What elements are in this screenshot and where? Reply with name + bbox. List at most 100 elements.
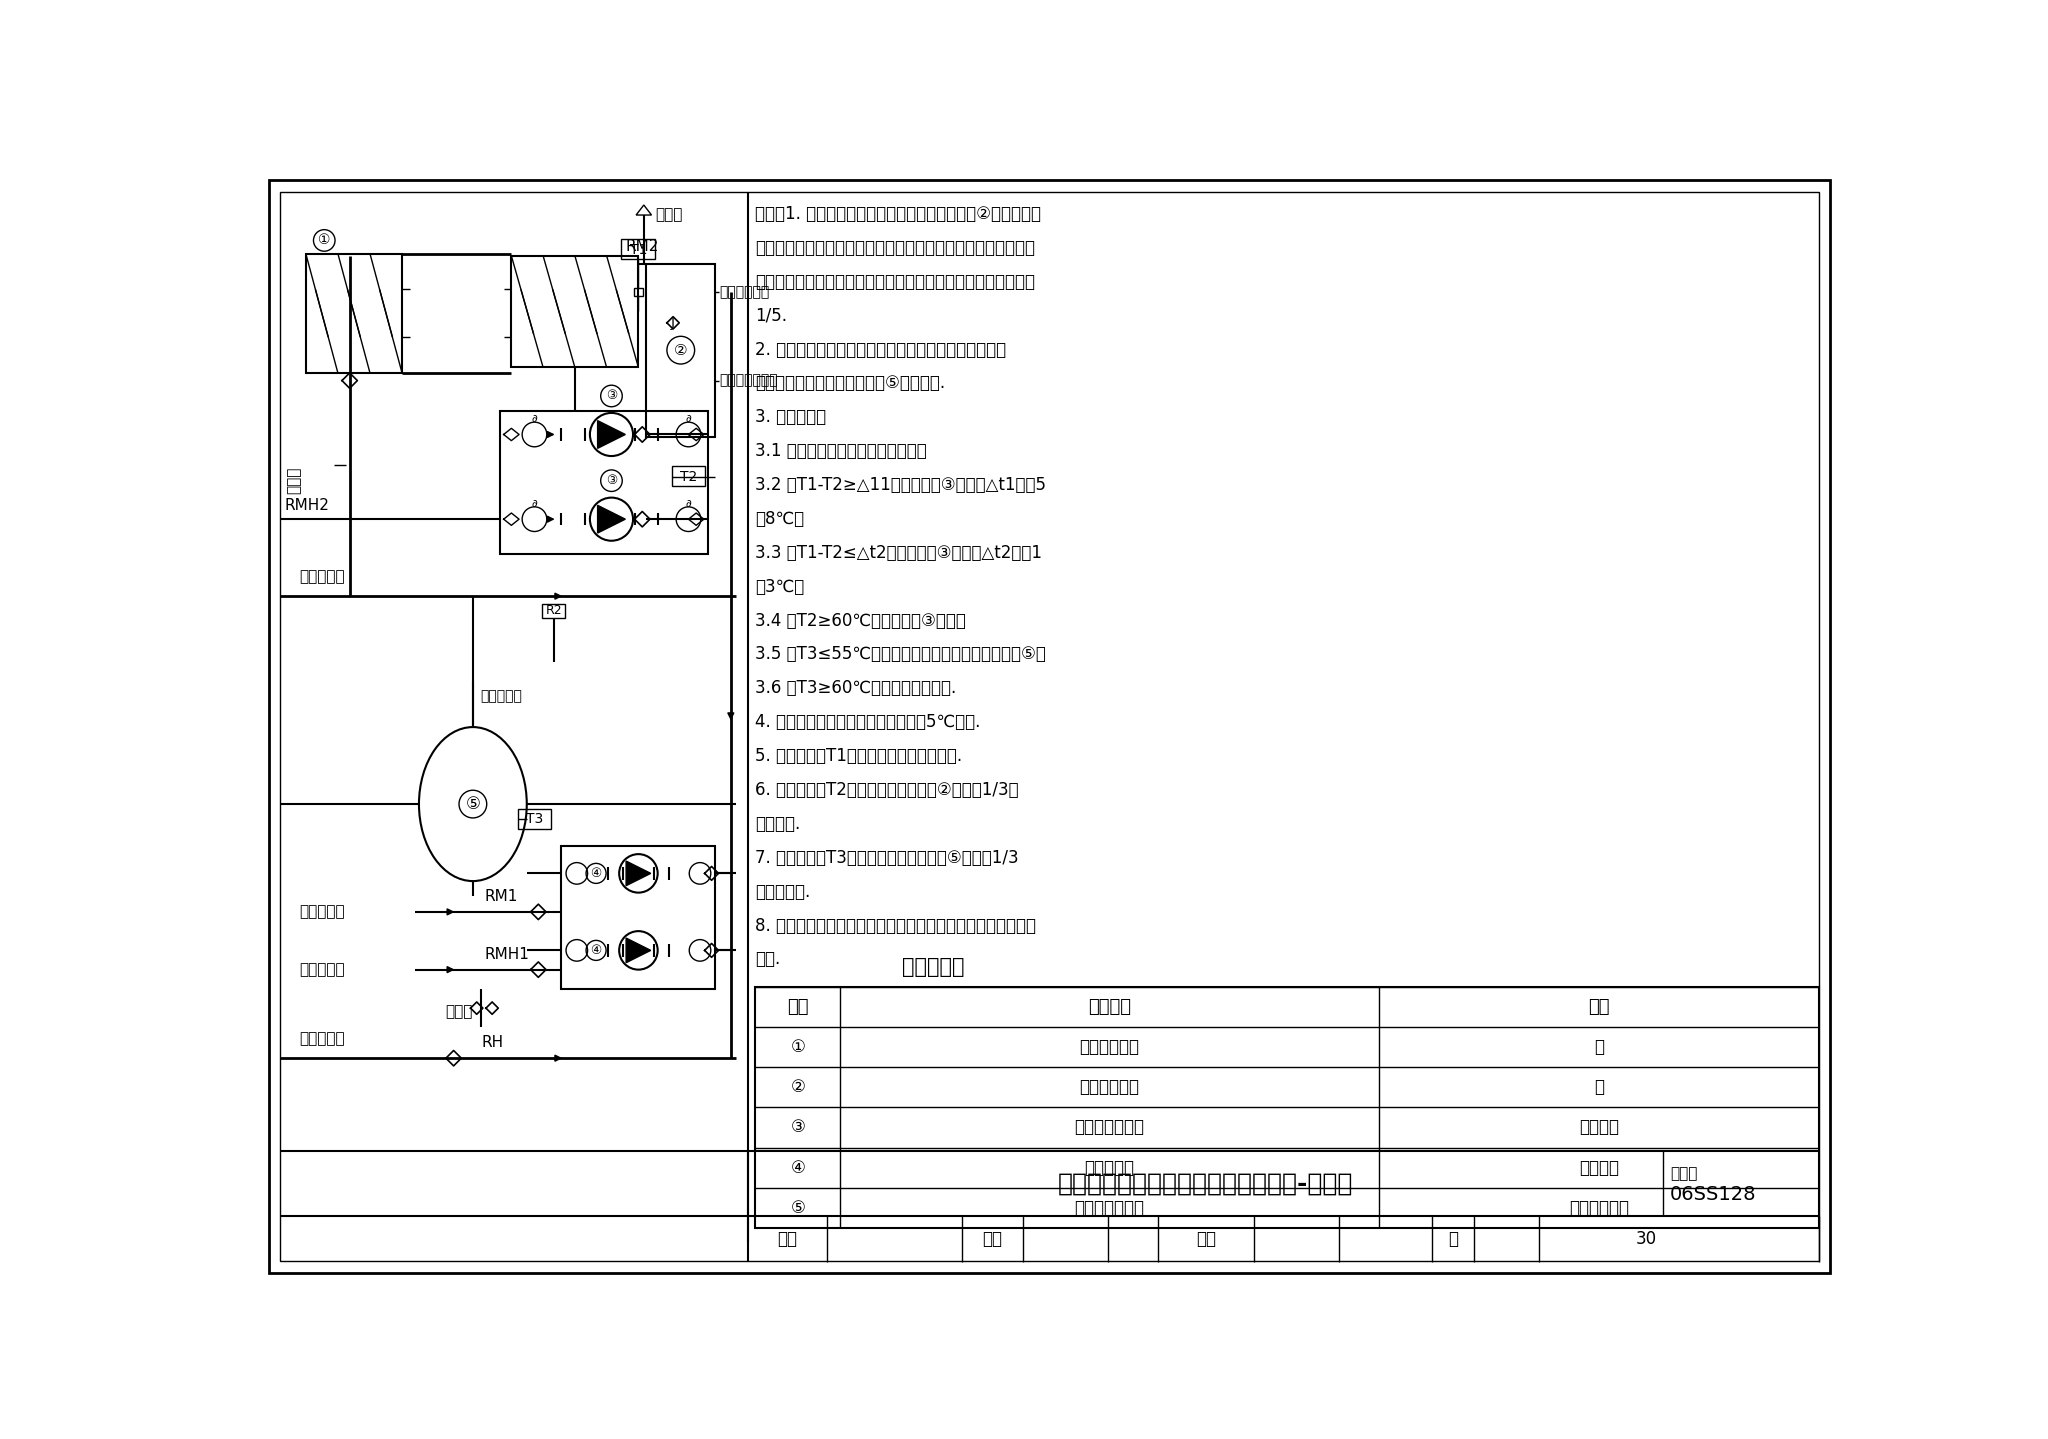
Text: RMH1: RMH1 — [485, 947, 528, 961]
Text: T2: T2 — [680, 469, 696, 484]
Text: 器设在屋顶，容积式水加热器⑤设在室内.: 器设在屋顶，容积式水加热器⑤设在室内. — [756, 374, 946, 393]
Polygon shape — [598, 505, 625, 532]
Text: 3.5 当T3≤55℃时，供给热媒加热容积式水加热器⑤；: 3.5 当T3≤55℃时，供给热媒加热容积式水加热器⑤； — [756, 646, 1047, 663]
Text: 体高度处.: 体高度处. — [756, 814, 801, 833]
Text: 集热系统循环泵: 集热系统循环泵 — [1075, 1118, 1145, 1137]
Text: 热媒供水管: 热媒供水管 — [299, 904, 346, 920]
Polygon shape — [627, 861, 651, 885]
Text: 06SS128: 06SS128 — [1671, 1186, 1757, 1204]
Text: T1: T1 — [629, 243, 647, 256]
Bar — [633, 288, 643, 296]
Text: 热水给水管: 热水给水管 — [299, 570, 346, 584]
Text: 主要设备表: 主要设备表 — [901, 957, 965, 977]
Circle shape — [618, 855, 657, 892]
Text: ～8℃；: ～8℃； — [756, 509, 805, 528]
Bar — [543, 604, 565, 617]
Text: ③: ③ — [606, 390, 616, 403]
Text: 1/5.: 1/5. — [756, 307, 788, 325]
Bar — [756, 987, 1819, 1227]
Bar — [512, 256, 639, 367]
Text: ④: ④ — [590, 944, 602, 957]
Text: ～3℃；: ～3℃； — [756, 577, 805, 596]
Text: 3. 控制原理：: 3. 控制原理： — [756, 409, 827, 426]
Text: 热水加压泵: 热水加压泵 — [1085, 1158, 1135, 1177]
Text: 3.2 当T1-T2≥△11时，循环泵③启动，△t1宜取5: 3.2 当T1-T2≥△11时，循环泵③启动，△t1宜取5 — [756, 476, 1047, 494]
Text: 应满足系统最不利点水压要求。如水箱高度不满足要求时，需设: 应满足系统最不利点水压要求。如水箱高度不满足要求时，需设 — [756, 239, 1036, 258]
Circle shape — [618, 931, 657, 970]
Text: 生活给水总管: 生活给水总管 — [719, 285, 770, 299]
Text: 太阳能集热器: 太阳能集热器 — [1079, 1039, 1139, 1056]
Text: 4. 本系统不适用于冬季最低气温低于5℃地区.: 4. 本系统不适用于冬季最低气温低于5℃地区. — [756, 714, 981, 731]
Text: 罐体高度处.: 罐体高度处. — [756, 882, 811, 901]
Text: 一用一备: 一用一备 — [1579, 1118, 1620, 1137]
Text: 排污管: 排污管 — [446, 1004, 473, 1019]
Bar — [518, 809, 551, 829]
Text: 编号: 编号 — [786, 999, 809, 1016]
Text: ①: ① — [791, 1039, 805, 1056]
Text: 容积式水加热器: 容积式水加热器 — [1075, 1199, 1145, 1216]
Text: R2: R2 — [545, 604, 561, 617]
Text: 6. 温度传感器T2设在距高位贮热水箱②底部约1/3箱: 6. 温度传感器T2设在距高位贮热水箱②底部约1/3箱 — [756, 781, 1020, 799]
Circle shape — [590, 498, 633, 541]
Text: 制的.: 制的. — [756, 950, 780, 968]
Text: 2. 本系统宜采用平板型、真空管型太阳能集热器。集热: 2. 本系统宜采用平板型、真空管型太阳能集热器。集热 — [756, 341, 1006, 358]
Text: 页: 页 — [1448, 1230, 1458, 1248]
Text: 3.4 当T2≥60℃时，循环泵③关闭；: 3.4 当T2≥60℃时，循环泵③关闭； — [756, 612, 967, 630]
Text: 3.1 本系统采用温差循环控制原理；: 3.1 本系统采用温差循环控制原理； — [756, 442, 928, 460]
Text: ④: ④ — [590, 866, 602, 879]
Text: 高位贮热水箱: 高位贮热水箱 — [1079, 1078, 1139, 1097]
Text: RH: RH — [481, 1036, 504, 1050]
Circle shape — [590, 413, 633, 456]
Text: T3: T3 — [526, 813, 543, 826]
Text: ⑤: ⑤ — [791, 1199, 805, 1216]
Text: 热水回水管: 热水回水管 — [299, 1032, 346, 1046]
Text: 热水加压泵。在生活给水总管进水管顶部打孔孔径不小于管径的: 热水加压泵。在生活给水总管进水管顶部打孔孔径不小于管径的 — [756, 273, 1036, 291]
Text: 热媒回水管: 热媒回水管 — [299, 963, 346, 977]
Text: ∂: ∂ — [532, 414, 537, 425]
Text: 说明：1. 本系统热水供应压力来自高位贮热水箱②，水箱高度: 说明：1. 本系统热水供应压力来自高位贮热水箱②，水箱高度 — [756, 204, 1042, 223]
Text: 3.3 当T1-T2≤△t2时，循环泵③关闭，△t2宜取1: 3.3 当T1-T2≤△t2时，循环泵③关闭，△t2宜取1 — [756, 544, 1042, 561]
Text: 7. 温度传感器T3设在距容积式水加热器⑤底部约1/3: 7. 温度传感器T3设在距容积式水加热器⑤底部约1/3 — [756, 849, 1020, 866]
Text: 设计: 设计 — [1196, 1230, 1217, 1248]
Text: 图集号: 图集号 — [1671, 1166, 1698, 1181]
Text: 备注: 备注 — [1589, 999, 1610, 1016]
Text: ③: ③ — [606, 475, 616, 488]
Text: RMH2: RMH2 — [285, 498, 330, 514]
Bar — [621, 239, 655, 259]
Text: ∂: ∂ — [686, 499, 692, 509]
Text: 接至安全处: 接至安全处 — [481, 689, 522, 704]
Text: ③: ③ — [791, 1118, 805, 1137]
Text: RM1: RM1 — [485, 889, 518, 904]
Text: －: － — [1593, 1078, 1604, 1097]
Text: 校对: 校对 — [983, 1230, 1004, 1248]
Text: ∂: ∂ — [532, 499, 537, 509]
Text: ∂: ∂ — [686, 414, 692, 425]
Bar — [672, 466, 705, 486]
Bar — [305, 253, 401, 373]
Text: 强制循环直接加热系统原理图（水箱-水罐）: 强制循环直接加热系统原理图（水箱-水罐） — [1057, 1171, 1354, 1196]
Text: 一用一备: 一用一备 — [1579, 1158, 1620, 1177]
Text: J: J — [672, 315, 676, 330]
Text: 贮热水箱出水管: 贮热水箱出水管 — [719, 374, 778, 387]
Text: 立式，供热用: 立式，供热用 — [1569, 1199, 1628, 1216]
Text: 审核: 审核 — [778, 1230, 797, 1248]
Text: 30: 30 — [1636, 1230, 1657, 1248]
Bar — [645, 263, 715, 437]
Text: 8. 本图是按照平板型太阳能集热器、设置热水加压泵的情况绘: 8. 本图是按照平板型太阳能集热器、设置热水加压泵的情况绘 — [756, 917, 1036, 934]
Text: 3.6 当T3≥60℃时，热媒停止供给.: 3.6 当T3≥60℃时，热媒停止供给. — [756, 679, 956, 698]
Text: ①: ① — [317, 233, 330, 248]
Bar — [561, 846, 715, 989]
Polygon shape — [627, 938, 651, 963]
Text: 5. 温度传感器T1设在集热系统出口最高点.: 5. 温度传感器T1设在集热系统出口最高点. — [756, 747, 963, 766]
Bar — [500, 412, 709, 554]
Text: 设备名称: 设备名称 — [1087, 999, 1130, 1016]
Text: ④: ④ — [791, 1158, 805, 1177]
Text: －: － — [1593, 1039, 1604, 1056]
Text: RM2: RM2 — [625, 239, 659, 255]
Text: ②: ② — [674, 342, 688, 358]
Text: ⑤: ⑤ — [465, 796, 481, 813]
Polygon shape — [598, 420, 625, 449]
Text: ②: ② — [791, 1078, 805, 1097]
Text: 通大气: 通大气 — [655, 207, 682, 223]
Text: 进水管: 进水管 — [287, 468, 301, 495]
